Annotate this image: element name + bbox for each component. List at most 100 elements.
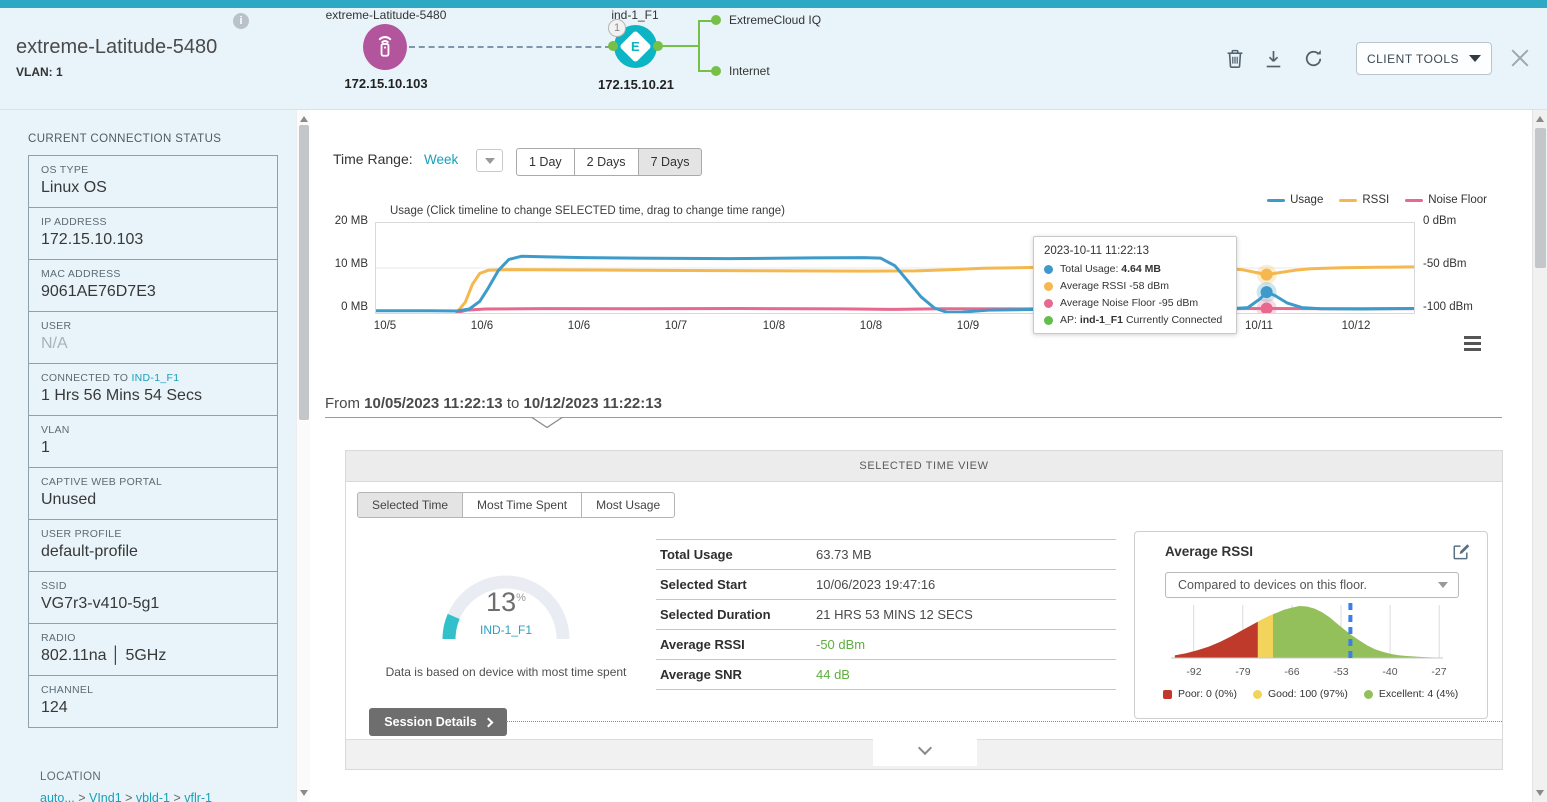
stat-value: -50 dBm: [816, 637, 866, 652]
stat-value: 21 HRS 53 MINS 12 SECS: [816, 607, 973, 622]
x-axis-tick: 10/11: [1245, 320, 1273, 332]
x-axis-tick: 10/5: [373, 320, 397, 332]
tooltip-row: AP: ind-1_F1 Currently Connected: [1044, 314, 1226, 326]
to-word: to: [506, 395, 520, 412]
legend-item-usage[interactable]: Usage: [1267, 194, 1323, 206]
location-link-vind1[interactable]: VInd1: [89, 791, 122, 802]
delete-icon[interactable]: [1226, 49, 1244, 73]
stat-row-total-usage: Total Usage 63.73 MB: [656, 540, 1116, 570]
y-axis-tick-right: 0 dBm: [1423, 215, 1457, 227]
field-label: IP ADDRESS: [41, 216, 107, 228]
scroll-up-arrow-icon[interactable]: [299, 116, 308, 122]
tooltip-value: 4.64 MB: [1121, 263, 1161, 275]
field-value: Unused: [41, 491, 97, 508]
gauge-caption: Data is based on device with most time s…: [385, 665, 627, 679]
tooltip-text: Average RSSI -58 dBm: [1060, 280, 1169, 292]
connection-field-user: USER N/A: [28, 311, 278, 364]
client-tools-button[interactable]: CLIENT TOOLS: [1356, 42, 1492, 75]
field-label: VLAN: [41, 424, 70, 436]
location-link-auto[interactable]: auto...: [40, 791, 75, 802]
selected-point-marker[interactable]: [1260, 268, 1273, 281]
legend-item-noise-floor[interactable]: Noise Floor: [1405, 194, 1487, 206]
range-expander-chevron-icon[interactable]: [531, 411, 563, 434]
connected-ap-link[interactable]: IND-1_F1: [131, 372, 180, 384]
tab-most-usage[interactable]: Most Usage: [581, 492, 676, 518]
stat-value: 44 dB: [816, 667, 850, 682]
edit-icon[interactable]: [1452, 542, 1471, 566]
chart-context-menu-icon[interactable]: [1464, 336, 1481, 354]
time-range-selected-link[interactable]: Week: [424, 152, 459, 167]
sidebar-scrollbar-thumb[interactable]: [299, 125, 309, 420]
chevron-down-icon: [917, 740, 933, 756]
link-dot: [653, 41, 663, 51]
tab-selected-time[interactable]: Selected Time: [357, 492, 464, 518]
vlan-label: VLAN: 1: [16, 65, 63, 79]
stat-label: Average SNR: [660, 667, 742, 682]
time-range-button-group: 1 Day 2 Days 7 Days: [516, 148, 703, 176]
tooltip-text: Total Usage: 4.64 MB: [1060, 263, 1161, 275]
chevron-down-icon: [484, 157, 495, 164]
selected-point-marker[interactable]: [1260, 302, 1273, 315]
location-link-vbld-1[interactable]: vbld-1: [135, 791, 170, 802]
chevron-right-icon: [483, 717, 494, 727]
field-label: USER PROFILE: [41, 528, 122, 540]
rssi-legend-label: Good: 100 (97%): [1267, 688, 1348, 700]
connection-field-captive-web-portal: CAPTIVE WEB PORTAL Unused: [28, 467, 278, 520]
rssi-compare-dropdown[interactable]: Compared to devices on this floor.: [1165, 572, 1459, 598]
connection-field-os-type: OS TYPE Linux OS: [28, 155, 278, 208]
tooltip-text: AP: ind-1_F1 Currently Connected: [1060, 314, 1223, 326]
field-label: USER: [41, 320, 72, 332]
field-label: SSID: [41, 580, 67, 592]
session-details-button[interactable]: Session Details: [369, 708, 507, 736]
rssi-distribution-chart: [1171, 600, 1443, 664]
x-axis-tick: 10/8: [762, 320, 786, 332]
location-link-vflr-1[interactable]: vflr-1: [184, 791, 212, 802]
client-ip: 172.15.10.103: [344, 76, 428, 91]
scroll-down-arrow-icon[interactable]: [1536, 790, 1544, 796]
field-value: 9061AE76D7E3: [41, 283, 156, 300]
divider-line: [325, 417, 1502, 418]
field-label: OS TYPE: [41, 164, 89, 176]
gauge-ap-link[interactable]: IND-1_F1: [479, 623, 532, 637]
stat-value: 10/06/2023 19:47:16: [816, 577, 936, 592]
legend-dash-icon: [1405, 198, 1424, 202]
range-button-2-days[interactable]: 2 Days: [573, 148, 639, 176]
range-button-7-days[interactable]: 7 Days: [637, 148, 703, 176]
legend-item-rssi[interactable]: RSSI: [1339, 194, 1389, 206]
main-scrollbar[interactable]: [1532, 110, 1547, 802]
stat-row-average-rssi: Average RSSI -50 dBm: [656, 630, 1116, 660]
rssi-compare-selected-option: Compared to devices on this floor.: [1178, 578, 1367, 592]
tooltip-row: Average RSSI -58 dBm: [1044, 280, 1226, 292]
x-axis-tick: 10/6: [567, 320, 591, 332]
rssi-legend-item-excellent: Excellent: 4 (4%): [1363, 688, 1458, 700]
refresh-icon[interactable]: [1304, 49, 1323, 73]
time-range-dropdown-button[interactable]: [476, 149, 503, 172]
legend-label: RSSI: [1362, 194, 1390, 206]
tab-most-time-spent[interactable]: Most Time Spent: [462, 492, 583, 518]
close-icon[interactable]: [1510, 48, 1530, 73]
range-button-1-day[interactable]: 1 Day: [516, 148, 575, 176]
rssi-legend-item-poor: Poor: 0 (0%): [1163, 688, 1237, 700]
extreme-logo-icon: E: [619, 30, 652, 63]
tooltip-row: Average Noise Floor -95 dBm: [1044, 297, 1226, 309]
internet-endpoint-label: Internet: [729, 64, 770, 78]
download-icon[interactable]: [1265, 50, 1282, 73]
chevron-down-icon: [1469, 55, 1482, 62]
field-value: 802.11na │ 5GHz: [41, 647, 167, 664]
info-icon[interactable]: i: [233, 13, 249, 29]
main-scrollbar-thumb[interactable]: [1535, 128, 1546, 268]
x-axis-tick: 10/9: [956, 320, 980, 332]
rssi-axis-tick: -53: [1333, 666, 1349, 678]
sidebar-scrollbar[interactable]: [296, 110, 310, 802]
field-label: RADIO: [41, 632, 76, 644]
dotted-divider: [506, 721, 1502, 722]
distribution-poor-area: [1174, 621, 1258, 658]
timeline-chart-plot[interactable]: [374, 222, 1416, 319]
tooltip-rows: Total Usage: 4.64 MB Average RSSI -58 dBm…: [1044, 263, 1226, 326]
scroll-down-arrow-icon[interactable]: [299, 790, 308, 796]
scroll-up-arrow-icon[interactable]: [1536, 116, 1544, 122]
client-device-node[interactable]: [363, 24, 407, 70]
selected-point-marker[interactable]: [1260, 286, 1273, 299]
uplink-line: [662, 45, 700, 47]
collapse-panel-button[interactable]: [873, 739, 977, 766]
